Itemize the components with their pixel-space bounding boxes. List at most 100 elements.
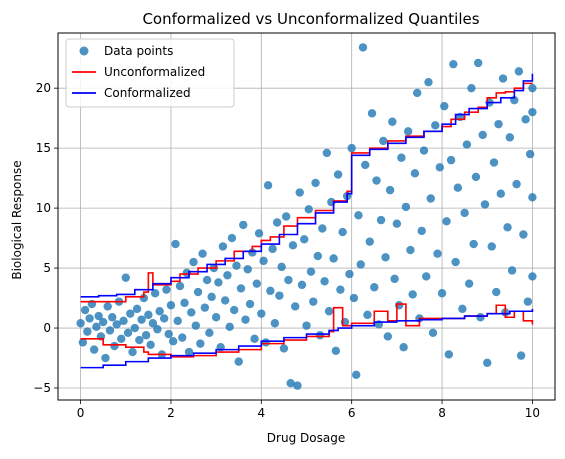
data-point (119, 316, 128, 326)
legend-box (65, 38, 235, 108)
data-point (257, 309, 266, 318)
data-point (270, 319, 280, 328)
data-point (103, 302, 112, 311)
data-point (166, 301, 176, 310)
data-point (320, 277, 329, 286)
data-point (200, 303, 210, 312)
data-point (225, 322, 234, 332)
data-point (512, 179, 521, 189)
y-tick-label: 0 (43, 321, 51, 335)
data-point (169, 337, 178, 346)
data-point (397, 153, 406, 162)
x-tick-label: 4 (257, 406, 265, 420)
data-point (449, 59, 458, 69)
data-point (419, 146, 429, 155)
data-point (83, 327, 92, 336)
data-point (207, 292, 216, 302)
data-point (239, 220, 248, 230)
data-point (126, 309, 135, 318)
data-point (309, 297, 318, 306)
data-point (187, 308, 196, 317)
data-point (148, 319, 158, 328)
data-point (218, 242, 228, 251)
data-point (345, 269, 354, 279)
data-point (498, 74, 508, 83)
data-point (139, 293, 149, 303)
data-point (193, 287, 203, 297)
y-tick-label: −5 (33, 381, 51, 395)
x-axis-label: Drug Dosage (267, 431, 345, 445)
data-point (123, 328, 133, 338)
data-point (392, 219, 402, 228)
data-point (406, 245, 415, 255)
data-point (365, 237, 374, 246)
data-point (78, 338, 88, 347)
legend-label: Data points (104, 44, 173, 58)
data-point (297, 280, 307, 290)
legend-label: Conformalized (104, 86, 191, 100)
data-point (503, 223, 512, 232)
data-point (293, 381, 302, 390)
data-point (410, 169, 420, 178)
data-point (528, 83, 537, 93)
data-point (480, 200, 490, 209)
data-point (458, 304, 467, 314)
data-point (130, 323, 140, 333)
data-point (155, 307, 164, 316)
unconformalized-upper-line (80, 82, 533, 303)
data-point (428, 328, 438, 338)
data-point (184, 347, 194, 357)
y-tick-label: 15 (36, 141, 51, 155)
data-point (92, 322, 101, 332)
data-point (471, 172, 481, 182)
axis-ticks: 0 2 4 6 8 10 −5 0 5 10 15 20 (33, 81, 540, 420)
data-point (379, 136, 388, 146)
data-point (336, 285, 345, 294)
data-point (137, 315, 146, 324)
data-point (153, 325, 162, 334)
data-point (141, 331, 151, 340)
y-tick-label: 5 (43, 261, 51, 275)
data-point (76, 319, 85, 328)
data-point (444, 350, 454, 359)
data-point (205, 328, 214, 338)
conformalized-upper-line (80, 73, 534, 298)
data-point (272, 218, 282, 227)
data-point (214, 278, 223, 287)
data-point (331, 346, 341, 356)
legend: Data points Unconformalized Conformalized (65, 38, 235, 108)
data-point (376, 215, 386, 225)
data-point (178, 333, 187, 342)
data-point (234, 357, 243, 366)
data-point (259, 256, 268, 266)
data-point (198, 249, 207, 258)
data-point (252, 279, 261, 288)
data-point (385, 185, 395, 195)
data-point (494, 119, 503, 129)
data-point (352, 370, 361, 380)
data-point (241, 315, 250, 324)
data-point (318, 224, 327, 233)
data-point (478, 130, 487, 140)
data-point (354, 211, 363, 220)
data-point (476, 313, 485, 322)
data-point (94, 311, 103, 321)
data-point (263, 181, 273, 190)
conformalized-lower-line (80, 308, 534, 369)
data-point (381, 253, 390, 262)
legend-label: Unconformalized (104, 65, 205, 79)
data-point (525, 149, 535, 159)
chart-title: Conformalized vs Unconformalized Quantil… (142, 10, 479, 28)
data-point (489, 158, 499, 167)
data-point (483, 358, 492, 368)
data-point (291, 302, 300, 311)
data-point (313, 251, 322, 261)
data-point (132, 304, 142, 314)
data-point (85, 314, 94, 323)
data-point (171, 239, 180, 249)
data-point (338, 227, 347, 237)
data-point (245, 299, 255, 309)
data-point (519, 230, 528, 239)
data-point (105, 326, 115, 335)
